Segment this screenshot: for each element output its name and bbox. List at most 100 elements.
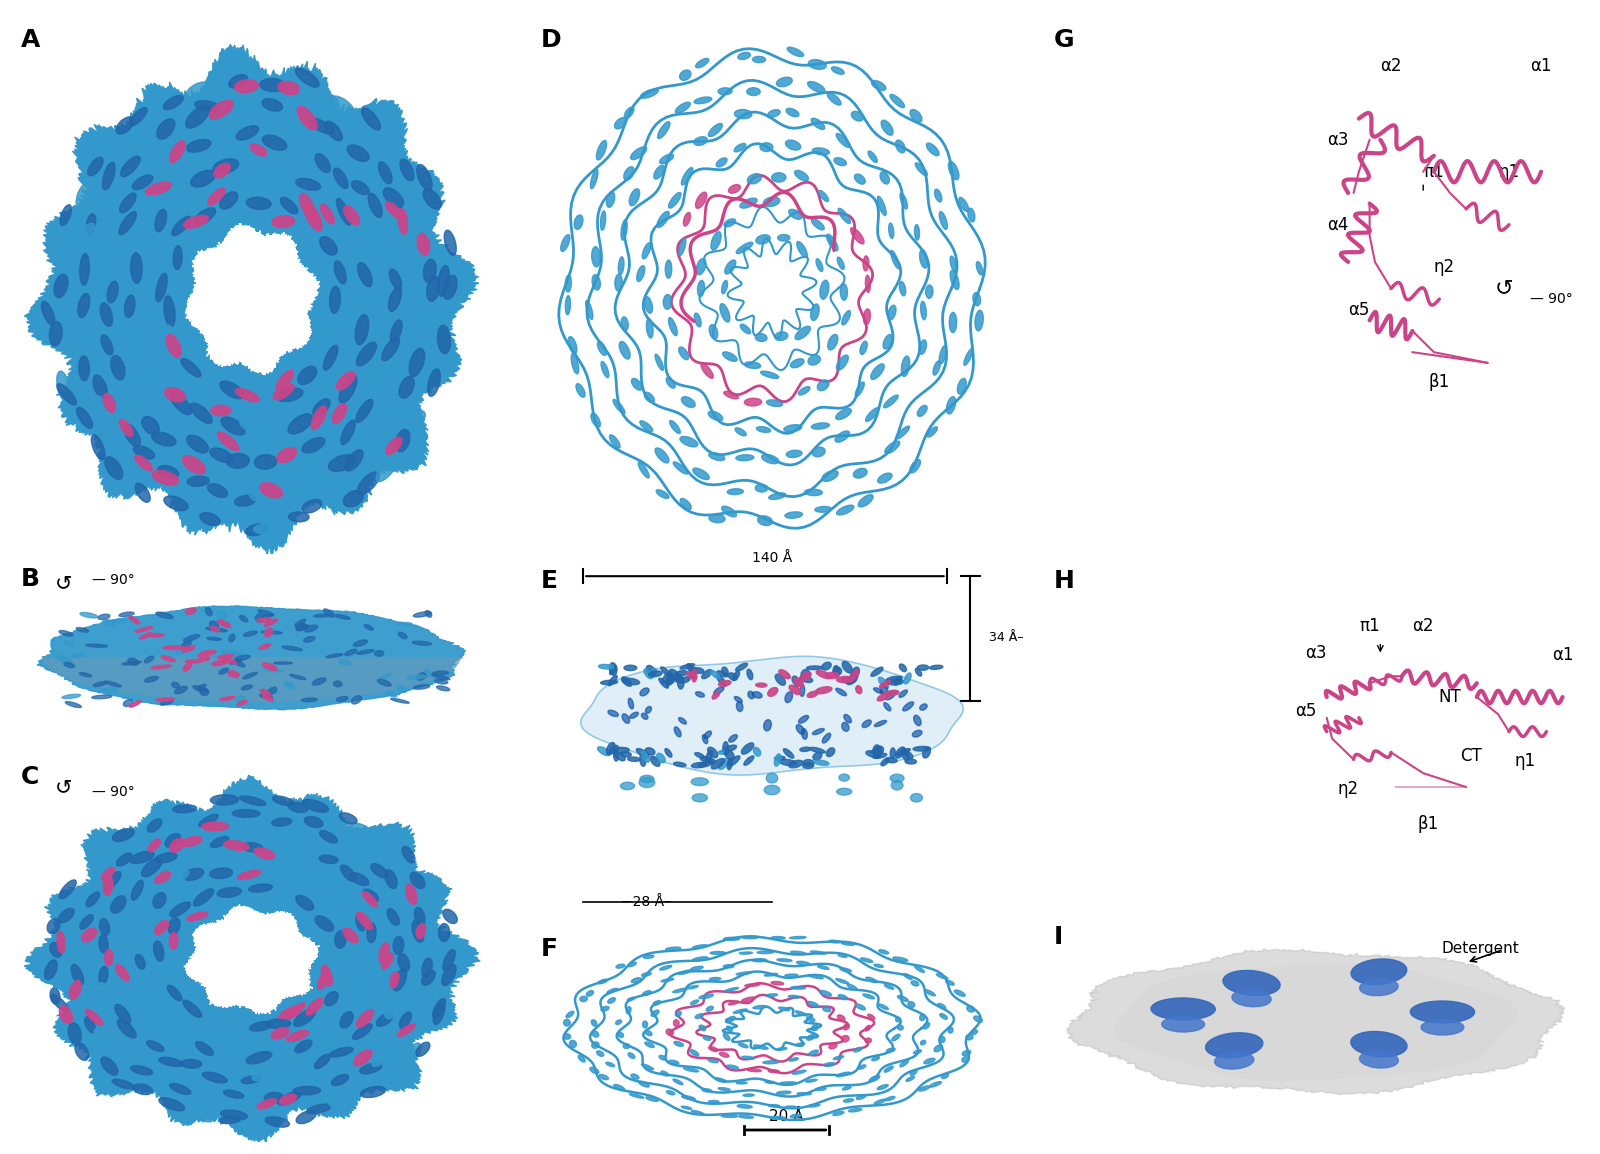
Ellipse shape — [398, 376, 414, 398]
Ellipse shape — [259, 690, 278, 694]
Ellipse shape — [112, 620, 126, 622]
Ellipse shape — [182, 645, 195, 652]
Ellipse shape — [694, 136, 707, 145]
Ellipse shape — [646, 666, 654, 676]
Ellipse shape — [379, 674, 392, 680]
Ellipse shape — [373, 369, 386, 396]
Ellipse shape — [264, 619, 278, 627]
Ellipse shape — [93, 375, 107, 399]
Ellipse shape — [349, 239, 366, 261]
Ellipse shape — [586, 300, 594, 320]
Ellipse shape — [866, 751, 882, 757]
Ellipse shape — [618, 257, 624, 275]
Ellipse shape — [800, 685, 805, 697]
Ellipse shape — [686, 664, 694, 674]
Ellipse shape — [840, 284, 848, 300]
Ellipse shape — [878, 1004, 888, 1010]
Ellipse shape — [237, 126, 259, 140]
Ellipse shape — [579, 996, 587, 1002]
Ellipse shape — [170, 839, 184, 852]
Ellipse shape — [130, 700, 141, 707]
Ellipse shape — [410, 872, 426, 889]
Ellipse shape — [390, 320, 402, 343]
Ellipse shape — [264, 629, 272, 637]
Ellipse shape — [858, 495, 874, 507]
Ellipse shape — [717, 158, 726, 167]
Ellipse shape — [693, 945, 707, 949]
Ellipse shape — [938, 1003, 946, 1009]
Ellipse shape — [296, 623, 307, 631]
Ellipse shape — [101, 302, 112, 327]
Ellipse shape — [813, 752, 822, 760]
Ellipse shape — [147, 634, 165, 637]
Ellipse shape — [874, 754, 886, 758]
Ellipse shape — [901, 749, 909, 760]
Ellipse shape — [819, 190, 829, 202]
Text: α3: α3 — [1306, 644, 1326, 662]
Ellipse shape — [221, 1110, 248, 1119]
Ellipse shape — [171, 182, 184, 202]
Ellipse shape — [592, 1031, 598, 1037]
Ellipse shape — [842, 310, 851, 325]
Ellipse shape — [693, 794, 707, 802]
Ellipse shape — [205, 608, 213, 616]
Text: H: H — [1053, 569, 1074, 593]
Ellipse shape — [691, 669, 696, 682]
Ellipse shape — [378, 680, 392, 687]
Ellipse shape — [386, 870, 397, 889]
Ellipse shape — [259, 482, 283, 499]
Ellipse shape — [272, 796, 294, 805]
Ellipse shape — [155, 871, 171, 883]
Ellipse shape — [709, 1047, 718, 1051]
Ellipse shape — [638, 778, 654, 787]
Ellipse shape — [832, 67, 845, 74]
Text: η1: η1 — [1515, 752, 1536, 771]
Ellipse shape — [288, 802, 307, 812]
Ellipse shape — [133, 935, 142, 951]
Ellipse shape — [398, 953, 410, 972]
Ellipse shape — [46, 919, 59, 934]
Ellipse shape — [216, 610, 226, 619]
Ellipse shape — [197, 379, 219, 391]
Ellipse shape — [146, 182, 171, 195]
Ellipse shape — [213, 68, 235, 81]
Ellipse shape — [806, 1079, 818, 1082]
Ellipse shape — [968, 208, 974, 222]
Ellipse shape — [134, 455, 152, 471]
Ellipse shape — [838, 954, 846, 958]
Ellipse shape — [934, 1046, 942, 1051]
Ellipse shape — [811, 422, 829, 429]
Text: NT: NT — [1438, 688, 1461, 706]
Ellipse shape — [637, 265, 645, 282]
Ellipse shape — [389, 1025, 406, 1044]
Ellipse shape — [170, 141, 186, 163]
Ellipse shape — [122, 661, 141, 665]
Ellipse shape — [336, 372, 355, 390]
Ellipse shape — [141, 991, 155, 1005]
Ellipse shape — [219, 696, 235, 700]
Ellipse shape — [389, 287, 402, 312]
Ellipse shape — [133, 1084, 152, 1095]
Ellipse shape — [194, 208, 216, 225]
Ellipse shape — [680, 676, 690, 683]
Ellipse shape — [339, 375, 357, 403]
Ellipse shape — [893, 957, 907, 961]
Ellipse shape — [136, 132, 155, 152]
Ellipse shape — [384, 998, 397, 1019]
Ellipse shape — [170, 871, 189, 886]
Ellipse shape — [357, 472, 379, 494]
Ellipse shape — [181, 1059, 202, 1069]
Ellipse shape — [763, 720, 771, 730]
Ellipse shape — [789, 937, 806, 939]
Ellipse shape — [386, 202, 403, 219]
Ellipse shape — [659, 1056, 666, 1061]
Ellipse shape — [323, 609, 334, 617]
Ellipse shape — [1222, 971, 1280, 996]
Ellipse shape — [598, 980, 608, 984]
Ellipse shape — [859, 342, 867, 354]
Ellipse shape — [286, 1003, 306, 1019]
Ellipse shape — [850, 674, 858, 682]
Ellipse shape — [112, 1079, 134, 1089]
Ellipse shape — [808, 975, 822, 979]
Ellipse shape — [882, 758, 890, 766]
